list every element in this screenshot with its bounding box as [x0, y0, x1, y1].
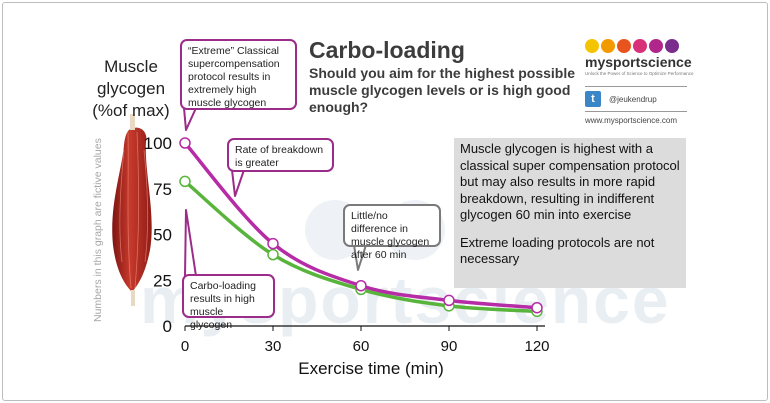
page-title: Carbo-loading	[309, 37, 465, 63]
callout-pointer	[231, 169, 245, 197]
info-paragraph: Muscle glycogen is highest with a classi…	[460, 141, 680, 222]
divider	[585, 111, 687, 112]
callout-breakdown: Rate of breakdown is greater	[227, 138, 334, 172]
brand-dot	[617, 39, 631, 53]
fictive-values-note: Numbers in this graph are fictive values	[92, 138, 104, 322]
brand-dot	[665, 39, 679, 53]
y-tick-label: 0	[163, 317, 172, 336]
y-axis-title-line: (%of max)	[92, 101, 170, 120]
brand-dot	[633, 39, 647, 53]
info-paragraph: Extreme loading protocols are not necess…	[460, 234, 655, 267]
tick-labels: 0 25 50 75 100 0 30 60 90 120 Exercise time (min)	[144, 134, 550, 378]
callout-carbo-loading: Carbo-loading results in high muscle gly…	[182, 274, 275, 331]
brand-name: mysportscience	[585, 54, 692, 70]
data-point	[531, 301, 543, 314]
y-tick-label: 50	[153, 226, 172, 245]
axes	[184, 325, 545, 331]
brand-tagline: Unlock the Power of Science to Optimize …	[585, 71, 694, 76]
data-point	[179, 175, 191, 188]
series-layer	[179, 137, 543, 318]
y-tick-label: 25	[153, 271, 172, 290]
x-tick-label: 0	[181, 338, 189, 355]
x-axis-title: Exercise time (min)	[298, 359, 443, 378]
callout-pointer	[184, 209, 197, 277]
brand-dots	[585, 39, 690, 53]
divider	[585, 86, 687, 87]
x-tick-label: 60	[353, 338, 370, 355]
y-axis-title-line: Muscle	[104, 57, 158, 76]
data-point	[267, 248, 279, 261]
brand-dot	[601, 39, 615, 53]
twitter-icon: t	[585, 91, 601, 107]
callout-extreme: “Extreme” Classical supercompensation pr…	[180, 39, 297, 110]
x-tick-label: 90	[441, 338, 458, 355]
twitter-link[interactable]: t @jeukendrup	[585, 91, 657, 107]
website-link[interactable]: www.mysportscience.com	[585, 116, 678, 125]
muscle-illustration	[112, 114, 152, 306]
y-axis-title-line: glycogen	[96, 79, 166, 98]
data-point	[267, 237, 279, 250]
y-axis-title: Muscle glycogen (%of max)	[92, 56, 170, 122]
y-tick-label: 100	[144, 134, 172, 153]
callout-little-difference: Little/no difference in muscle glycogen …	[343, 204, 441, 261]
brand-dot	[649, 39, 663, 53]
x-tick-label: 30	[265, 338, 282, 355]
twitter-handle: @jeukendrup	[609, 94, 657, 104]
data-point	[355, 279, 367, 292]
callout-pointer	[183, 107, 197, 131]
info-box: Muscle glycogen is highest with a classi…	[454, 138, 686, 288]
y-tick-label: 75	[153, 180, 172, 199]
x-tick-label: 120	[524, 338, 549, 355]
page-subtitle: Should you aim for the highest possible …	[309, 65, 576, 115]
brand-logo: mysportscience Unlock the Power of Scien…	[585, 39, 694, 76]
data-point	[443, 294, 455, 307]
brand-dot	[585, 39, 599, 53]
data-point	[179, 137, 191, 149]
